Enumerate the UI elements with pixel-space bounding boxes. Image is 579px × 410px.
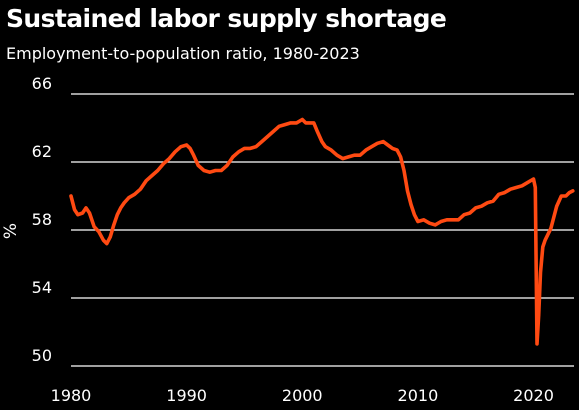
x-axis-ticks: 1980 1990 2000 2010 2020 (51, 386, 554, 405)
x-tick-label: 1980 (51, 386, 92, 405)
y-tick-label: 66 (32, 74, 52, 93)
series-line (69, 117, 575, 346)
y-axis-ticks: 50 54 58 62 66 (32, 74, 52, 365)
chart-subtitle: Employment-to-population ratio, 1980-202… (6, 44, 360, 63)
y-axis-label: % (1, 223, 21, 239)
y-tick-label: 58 (32, 210, 52, 229)
y-tick-label: 54 (32, 278, 52, 297)
series-layer (69, 117, 575, 346)
chart-title: Sustained labor supply shortage (6, 4, 447, 33)
x-tick-label: 2020 (513, 386, 554, 405)
x-tick-label: 1990 (166, 386, 207, 405)
gridlines (71, 93, 574, 367)
x-tick-label: 2000 (282, 386, 323, 405)
y-tick-label: 50 (32, 346, 52, 365)
x-tick-label: 2010 (398, 386, 439, 405)
y-tick-label: 62 (32, 142, 52, 161)
